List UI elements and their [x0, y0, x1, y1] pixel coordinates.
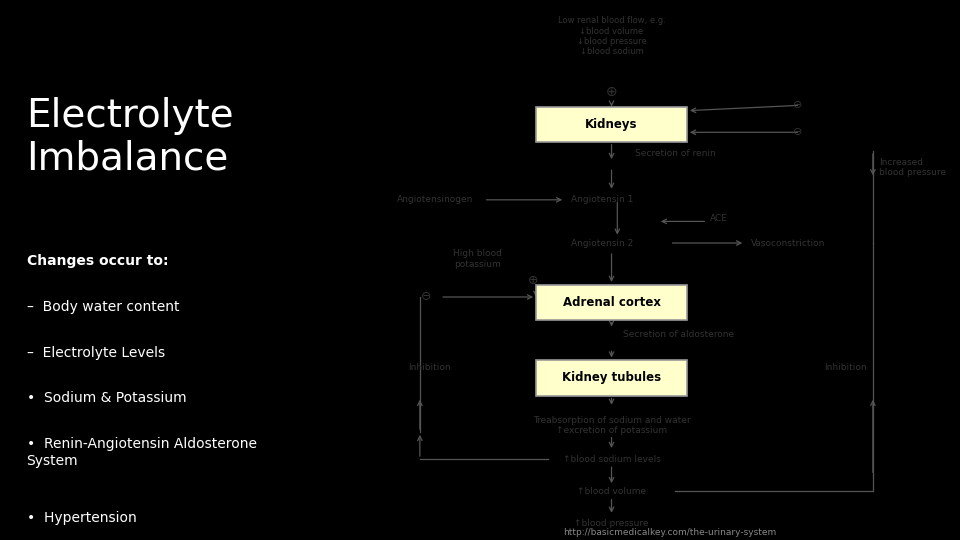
- FancyBboxPatch shape: [536, 285, 687, 320]
- Text: Vasoconstriction: Vasoconstriction: [751, 239, 826, 247]
- Text: •  Hypertension: • Hypertension: [27, 511, 136, 525]
- Text: Angiotensin 2: Angiotensin 2: [571, 239, 633, 247]
- Text: Low renal blood flow, e.g.
↓blood volume
↓blood pressure
↓blood sodium: Low renal blood flow, e.g. ↓blood volume…: [558, 16, 665, 56]
- Text: •  Sodium & Potassium: • Sodium & Potassium: [27, 392, 186, 406]
- Text: ⊕: ⊕: [528, 274, 539, 287]
- Text: Angiotensinogen: Angiotensinogen: [396, 195, 473, 204]
- Text: Angiotensin 1: Angiotensin 1: [571, 195, 634, 204]
- Text: Electrolyte
Imbalance: Electrolyte Imbalance: [27, 97, 234, 178]
- Text: ↑blood volume: ↑blood volume: [577, 487, 646, 496]
- Text: Treabsorption of sodium and water
↑excretion of potassium: Treabsorption of sodium and water ↑excre…: [533, 416, 690, 435]
- Text: ↑blood sodium levels: ↑blood sodium levels: [563, 455, 660, 463]
- Text: http://basicmedicalkey.com/the-urinary-system: http://basicmedicalkey.com/the-urinary-s…: [563, 528, 777, 537]
- Text: Inhibition: Inhibition: [408, 363, 451, 372]
- FancyBboxPatch shape: [536, 106, 687, 141]
- Text: Changes occur to:: Changes occur to:: [27, 254, 168, 268]
- Text: ACE: ACE: [710, 214, 728, 223]
- Text: Kidney tubules: Kidney tubules: [562, 372, 661, 384]
- Text: Inhibition: Inhibition: [825, 363, 867, 372]
- Text: ⊖: ⊖: [793, 100, 802, 110]
- FancyBboxPatch shape: [536, 361, 687, 395]
- Text: ⊖: ⊖: [420, 291, 431, 303]
- Text: Secretion of renin: Secretion of renin: [635, 150, 715, 158]
- Text: Increased
blood pressure: Increased blood pressure: [878, 158, 946, 177]
- Text: –  Electrolyte Levels: – Electrolyte Levels: [27, 346, 165, 360]
- Text: •  Renin-Angiotensin Aldosterone
System: • Renin-Angiotensin Aldosterone System: [27, 437, 256, 468]
- Text: Secretion of aldosterone: Secretion of aldosterone: [623, 330, 734, 339]
- Text: ↑blood pressure: ↑blood pressure: [574, 519, 649, 528]
- Text: –  Body water content: – Body water content: [27, 300, 180, 314]
- Text: ⊕: ⊕: [606, 85, 617, 99]
- Text: High blood
potassium: High blood potassium: [453, 249, 502, 269]
- Text: ⊖: ⊖: [793, 127, 802, 137]
- Text: Adrenal cortex: Adrenal cortex: [563, 296, 660, 309]
- Text: Kidneys: Kidneys: [586, 118, 637, 131]
